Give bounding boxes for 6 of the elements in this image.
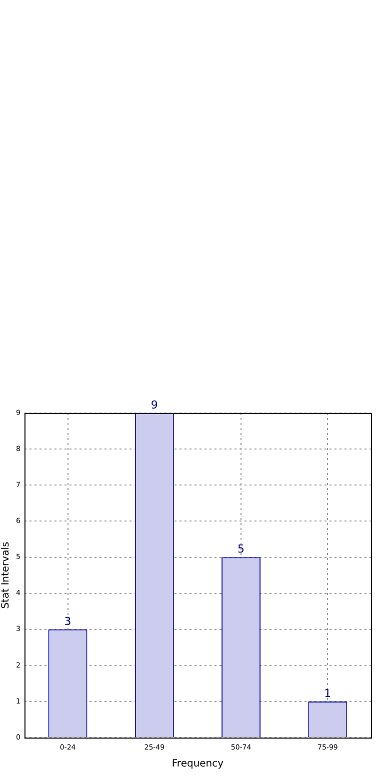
y-axis-title: Stat Intervals (0, 542, 12, 609)
x-axis-title: Frequency (172, 758, 224, 770)
data-label: 5 (238, 542, 245, 556)
data-label: 9 (150, 398, 158, 412)
data-label: 1 (324, 686, 332, 700)
data-label: 3 (64, 614, 72, 628)
